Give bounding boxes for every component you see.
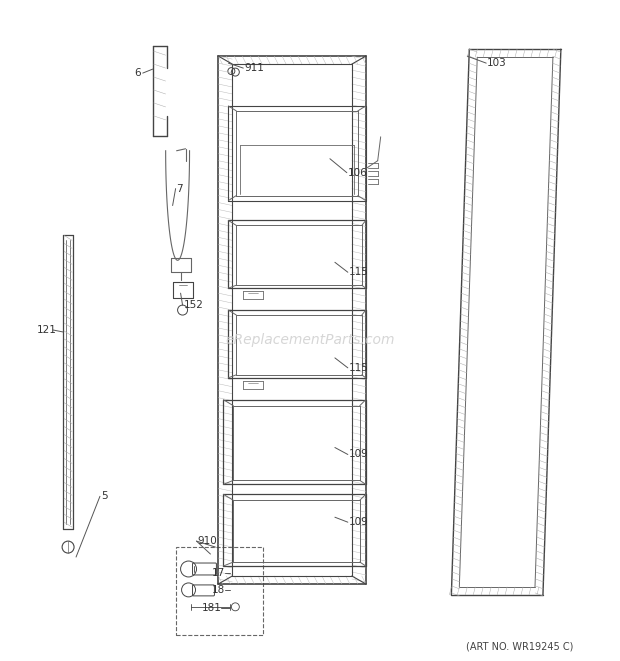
Text: 181: 181	[202, 603, 221, 613]
Bar	[175, 547, 264, 635]
Text: 106: 106	[348, 168, 368, 178]
Text: 6: 6	[134, 68, 141, 78]
Text: 911: 911	[244, 63, 264, 73]
Text: 7: 7	[177, 184, 184, 194]
Text: 17: 17	[212, 568, 226, 578]
Text: 115: 115	[349, 267, 369, 277]
Text: 910: 910	[198, 536, 217, 546]
Text: 115: 115	[349, 363, 369, 373]
Text: 103: 103	[487, 58, 507, 68]
Text: 121: 121	[37, 325, 57, 335]
Text: 5: 5	[101, 491, 107, 501]
Text: 18: 18	[212, 585, 226, 595]
Text: 152: 152	[184, 300, 203, 310]
Text: eReplacementParts.com: eReplacementParts.com	[225, 333, 395, 347]
Text: (ART NO. WR19245 C): (ART NO. WR19245 C)	[466, 642, 574, 652]
Text: 109: 109	[349, 449, 368, 459]
Text: 109: 109	[349, 517, 368, 527]
